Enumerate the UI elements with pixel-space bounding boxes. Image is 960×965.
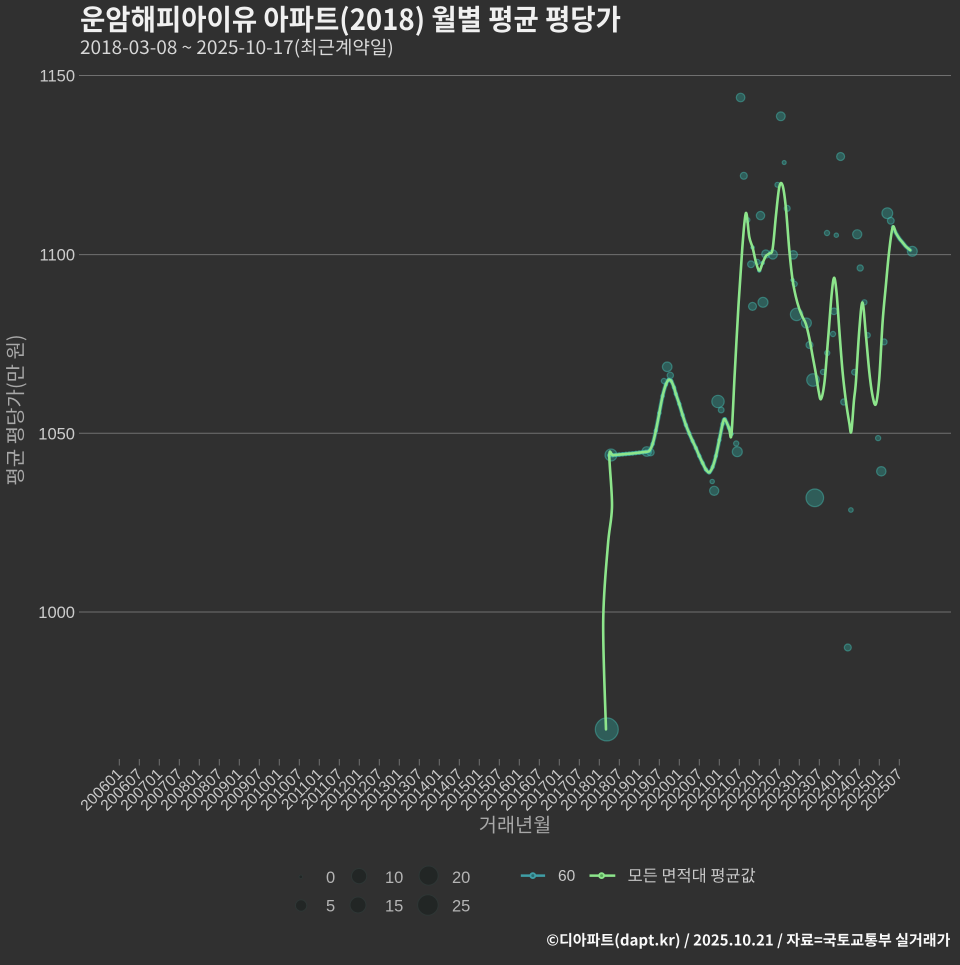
svg-text:5: 5 (326, 898, 335, 916)
svg-text:15: 15 (385, 898, 403, 916)
svg-text:25: 25 (452, 898, 470, 916)
svg-text:20: 20 (452, 869, 470, 887)
svg-text:0: 0 (326, 869, 335, 887)
svg-text:1150: 1150 (40, 68, 75, 86)
svg-text:1100: 1100 (40, 247, 75, 265)
svg-text:60: 60 (558, 868, 576, 885)
svg-text:10: 10 (385, 869, 403, 887)
svg-text:1000: 1000 (38, 604, 75, 622)
svg-text:1050: 1050 (38, 425, 75, 443)
